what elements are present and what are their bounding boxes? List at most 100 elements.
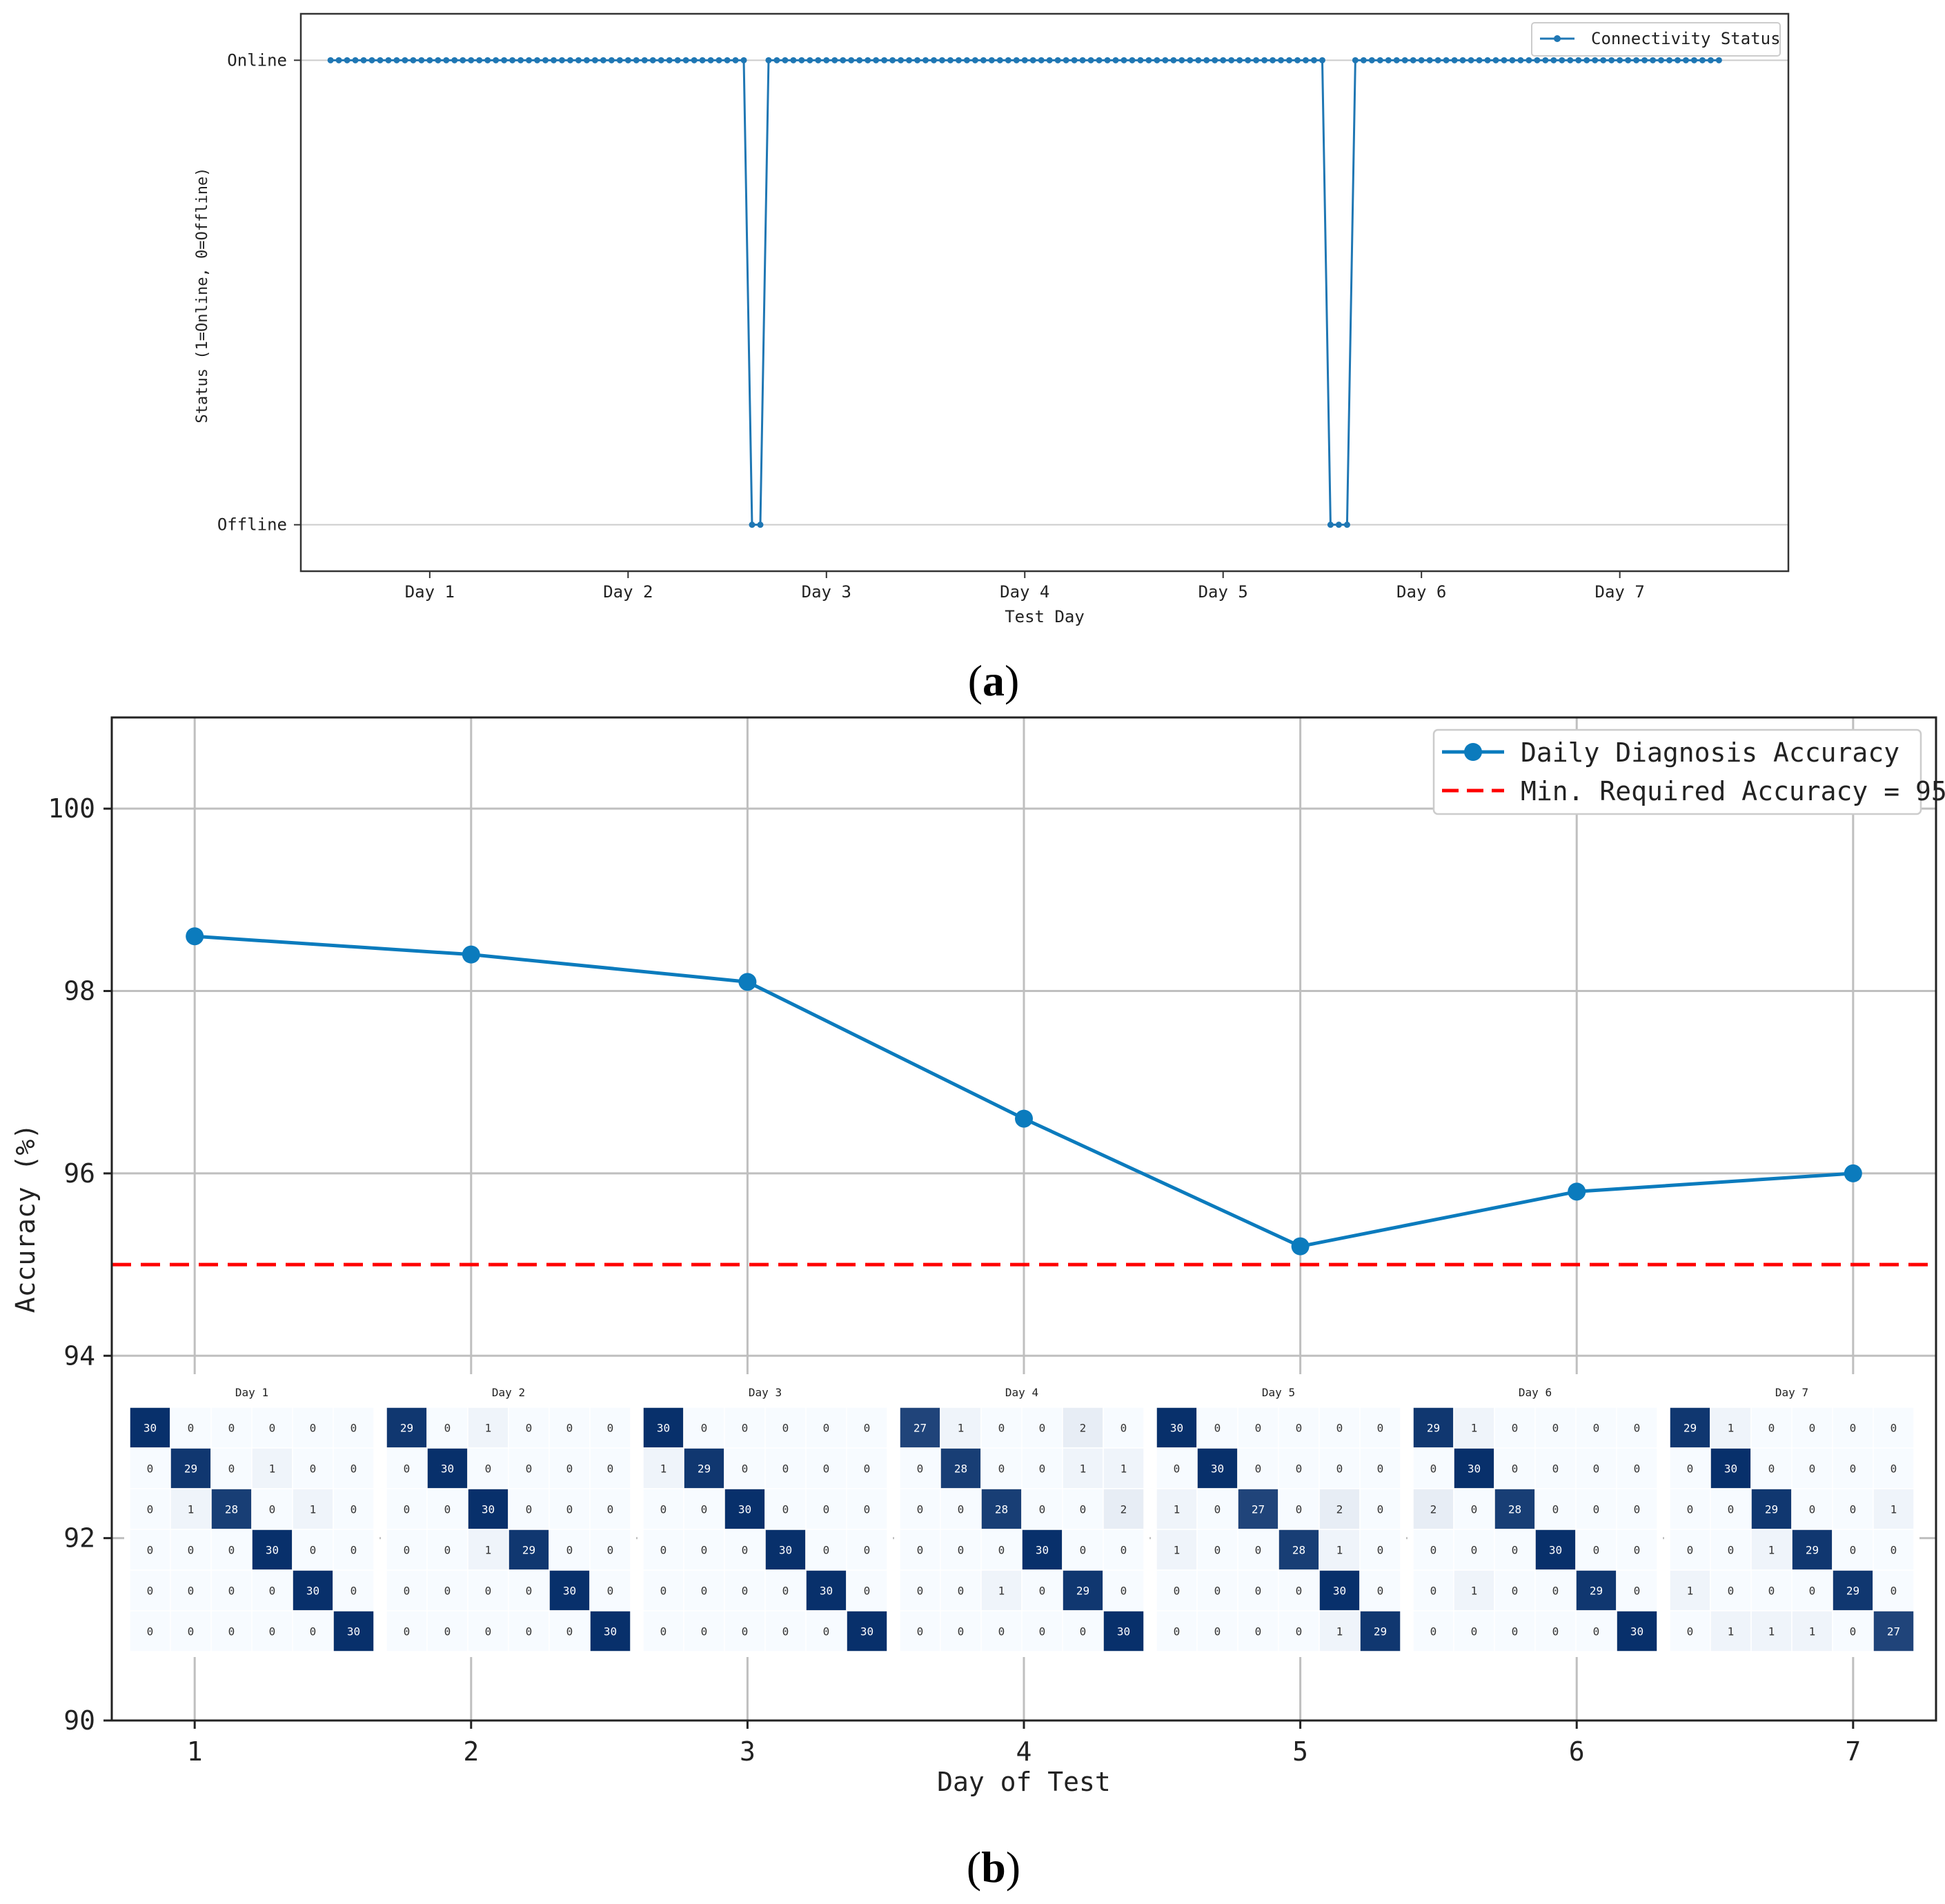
b-cm-cell — [292, 1610, 334, 1652]
a-data-point — [1451, 57, 1458, 63]
b-cm-value: 0 — [351, 1585, 357, 1598]
b-cm-cell — [467, 1488, 509, 1530]
b-cm-value: 28 — [954, 1462, 967, 1476]
b-cm-value: 30 — [820, 1585, 833, 1598]
a-y-ticks: Offline Online — [217, 50, 301, 535]
b-confusion-matrix-3: Day 3 30 0 0 0 0 0 1 29 0 0 0 0 0 0 30 0 0 0 0 0 0 30 0 0 0 0 0 0 30 0… — [638, 1374, 893, 1657]
a-x-ticks: Day 1 Day 2 Day 3 Day 4 Day 5 Day 6 Day 7 — [405, 571, 1645, 602]
a-data-point — [649, 57, 656, 63]
a-data-point — [1343, 522, 1350, 528]
b-confusion-matrix-4: Day 4 27 1 0 0 2 0 0 28 0 0 1 1 0 0 28 0 0 2 0 0 0 30 0 0 0 0 1 0 29 0… — [894, 1374, 1149, 1657]
b-accuracy-point — [186, 927, 204, 946]
panel-b-accuracy-chart: Day 130 0 0 0 0 00 29 0 1 0 00 1 28 0 1 00 0 0 30 0 00 0 0 0 30 0… — [10, 716, 1945, 1892]
b-cm-cell — [1873, 1488, 1915, 1530]
b-cm-value: 0 — [1809, 1422, 1816, 1435]
b-cm-value: 0 — [1471, 1544, 1478, 1557]
a-data-point — [476, 57, 483, 63]
a-data-point — [1079, 57, 1086, 63]
b-cm-value: 27 — [914, 1422, 927, 1435]
b-cm-cell — [1669, 1610, 1711, 1652]
b-cm-value: 0 — [864, 1462, 871, 1476]
b-cm-value: 1 — [1471, 1422, 1478, 1435]
b-inset-title: Day 5 — [1262, 1386, 1295, 1399]
b-cm-cell — [1534, 1569, 1577, 1612]
b-cm-value: 0 — [1377, 1585, 1384, 1598]
b-cm-value: 0 — [1214, 1625, 1221, 1638]
a-data-point — [1567, 57, 1574, 63]
b-cm-value: 0 — [1214, 1585, 1221, 1598]
b-cm-value: 0 — [701, 1585, 708, 1598]
b-cm-value: 0 — [742, 1625, 749, 1638]
b-cm-cell — [292, 1407, 334, 1449]
a-x-tick-label: Day 6 — [1396, 582, 1446, 602]
b-cm-value: 0 — [998, 1422, 1005, 1435]
a-data-point — [1501, 57, 1508, 63]
a-data-point — [1352, 57, 1359, 63]
b-cm-value: 30 — [779, 1544, 792, 1557]
a-legend-box — [1531, 22, 1781, 57]
a-legend-label: Connectivity Status — [1591, 29, 1781, 48]
b-accuracy-markers — [186, 927, 1862, 1256]
a-data-point — [575, 57, 582, 63]
a-data-point — [914, 57, 921, 63]
b-x-tick-label: 6 — [1569, 1736, 1585, 1767]
a-data-point — [996, 57, 1003, 63]
b-y-tick-label: 92 — [63, 1523, 95, 1554]
b-cm-value: 0 — [1214, 1544, 1221, 1557]
b-cm-value: 0 — [1890, 1544, 1897, 1557]
b-cm-cell — [899, 1447, 941, 1489]
b-inset-title: Day 2 — [492, 1386, 525, 1399]
a-y-axis-label: Status (1=Online, 0=Offline) — [194, 168, 211, 424]
a-data-point — [624, 57, 631, 63]
b-cm-cell — [683, 1610, 725, 1652]
b-cm-cell — [1791, 1407, 1833, 1449]
a-data-point — [468, 57, 475, 63]
b-cm-value: 30 — [1724, 1462, 1737, 1476]
b-cm-cell — [129, 1529, 171, 1571]
b-cm-value: 1 — [998, 1585, 1005, 1598]
b-cm-cell — [508, 1407, 550, 1449]
b-cm-value: 1 — [1174, 1544, 1181, 1557]
b-cm-value: 0 — [351, 1422, 357, 1435]
a-data-point — [980, 57, 987, 63]
a-data-point — [1129, 57, 1136, 63]
b-accuracy-point — [1015, 1109, 1033, 1128]
b-cm-cell — [846, 1488, 888, 1530]
b-cm-value: 0 — [404, 1544, 411, 1557]
b-cm-value: 0 — [1255, 1544, 1262, 1557]
b-cm-value: 0 — [269, 1585, 276, 1598]
b-legend-accuracy-marker — [1464, 743, 1482, 761]
b-cm-cell — [1062, 1488, 1104, 1530]
b-cm-value: 1 — [1890, 1503, 1897, 1516]
b-cm-cell — [1873, 1529, 1915, 1571]
a-data-point — [1592, 57, 1599, 63]
a-data-point — [1517, 57, 1524, 63]
a-data-point — [451, 57, 458, 63]
b-cm-value: 0 — [660, 1544, 667, 1557]
b-cm-cell — [589, 1569, 631, 1612]
b-cm-value: 0 — [660, 1503, 667, 1516]
a-caption-letter: a — [983, 656, 1005, 705]
b-cm-cell — [724, 1569, 766, 1612]
a-data-point — [616, 57, 623, 63]
a-data-point — [1550, 57, 1557, 63]
b-cm-cell — [386, 1407, 428, 1449]
b-cm-value: 0 — [1687, 1503, 1694, 1516]
a-data-point — [566, 57, 573, 63]
b-cm-value: 0 — [1430, 1625, 1437, 1638]
a-data-point — [1617, 57, 1623, 63]
b-cm-value: 0 — [782, 1422, 789, 1435]
b-cm-cell — [1278, 1610, 1320, 1652]
b-cm-value: 0 — [228, 1544, 235, 1557]
b-cm-value: 0 — [1687, 1544, 1694, 1557]
b-cm-value: 0 — [998, 1625, 1005, 1638]
a-data-point — [823, 57, 830, 63]
b-cm-cell — [940, 1447, 982, 1489]
b-cm-cell — [642, 1569, 684, 1612]
b-cm-cell — [1494, 1488, 1536, 1530]
a-data-point — [526, 57, 533, 63]
b-accuracy-point — [1844, 1164, 1862, 1182]
b-cm-value: 1 — [485, 1544, 492, 1557]
a-data-point — [418, 57, 425, 63]
a-data-point — [1459, 57, 1466, 63]
